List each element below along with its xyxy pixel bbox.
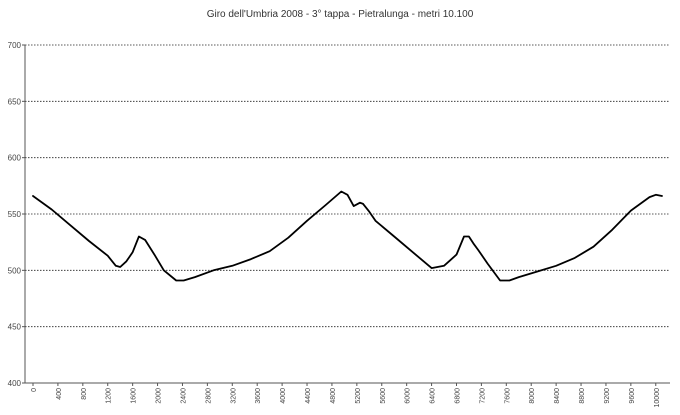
grid-lines bbox=[25, 44, 670, 328]
x-tick-label-5200: 5200 bbox=[355, 388, 362, 404]
x-tick-label-6400: 6400 bbox=[430, 388, 437, 404]
x-tick-label-4400: 4400 bbox=[305, 388, 312, 404]
x-tick-label-1600: 1600 bbox=[131, 388, 138, 404]
x-tick-label-800: 800 bbox=[81, 388, 88, 400]
series-line-0 bbox=[32, 190, 663, 282]
x-tick-label-8800: 8800 bbox=[579, 388, 586, 404]
x-tick-label-4800: 4800 bbox=[330, 388, 337, 404]
y-tick-label-700: 700 bbox=[8, 41, 22, 50]
series-layer bbox=[32, 190, 663, 282]
x-tick-label-1200: 1200 bbox=[106, 388, 113, 404]
y-tick-label-400: 400 bbox=[8, 379, 22, 388]
x-tick-label-8400: 8400 bbox=[554, 388, 561, 404]
x-axis-tick-labels: 0 400 800 1200 1600 2000 2400 2800 3200 3600 4000 4… bbox=[31, 388, 661, 408]
x-tick-label-7600: 7600 bbox=[504, 388, 511, 404]
y-tick-label-600: 600 bbox=[8, 154, 22, 163]
x-tick-label-10000: 10000 bbox=[654, 388, 661, 408]
x-tick-label-2400: 2400 bbox=[180, 388, 187, 404]
y-tick-label-550: 550 bbox=[8, 210, 22, 219]
x-tick-label-2000: 2000 bbox=[156, 388, 163, 404]
x-tick-label-3200: 3200 bbox=[230, 388, 237, 404]
x-tick-label-6800: 6800 bbox=[454, 388, 461, 404]
y-tick-label-450: 450 bbox=[8, 323, 22, 332]
y-tick-label-650: 650 bbox=[8, 97, 22, 106]
x-tick-label-7200: 7200 bbox=[479, 388, 486, 404]
x-tick-label-6000: 6000 bbox=[405, 388, 412, 404]
x-tick-label-2800: 2800 bbox=[205, 388, 212, 404]
axes bbox=[22, 44, 670, 386]
x-tick-label-9200: 9200 bbox=[604, 388, 611, 404]
x-tick-label-3600: 3600 bbox=[255, 388, 262, 404]
y-tick-label-500: 500 bbox=[8, 266, 22, 275]
chart-title: Giro dell'Umbria 2008 - 3° tappa - Pietr… bbox=[207, 9, 474, 20]
x-tick-label-9600: 9600 bbox=[629, 388, 636, 404]
x-tick-label-0: 0 bbox=[31, 388, 38, 392]
x-tick-label-8000: 8000 bbox=[529, 388, 536, 404]
x-tick-label-400: 400 bbox=[56, 388, 63, 400]
y-axis-tick-labels: 400 450 500 550 600 650 700 bbox=[8, 41, 22, 388]
x-tick-label-4000: 4000 bbox=[280, 388, 287, 404]
x-tick-label-5600: 5600 bbox=[380, 388, 387, 404]
